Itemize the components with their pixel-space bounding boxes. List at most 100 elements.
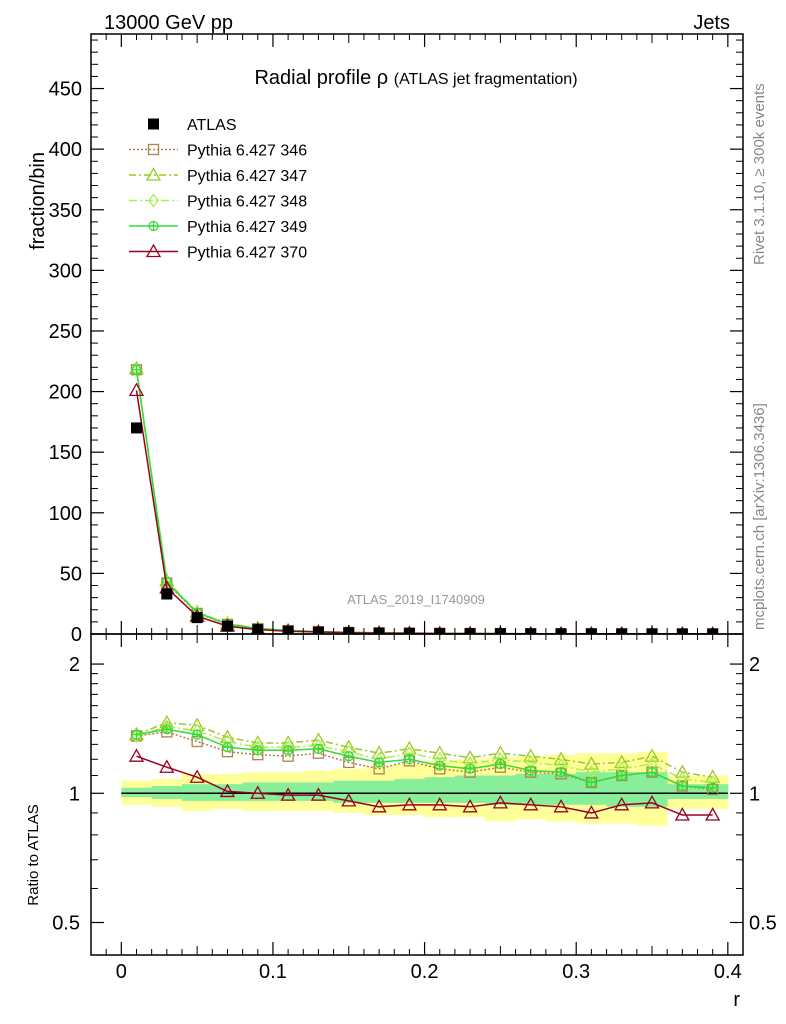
header-left: 13000 GeV pp — [104, 12, 233, 34]
ratio-point-p349 — [677, 780, 688, 792]
legend-entry-p347: Pythia 6.427 347 — [129, 167, 307, 185]
ratio-point-p370 — [432, 796, 448, 811]
main-point-atlas — [161, 588, 173, 600]
ratio-point-p370 — [219, 783, 236, 798]
ratio-point-p347 — [644, 748, 660, 762]
ratio-axis-ticks: 0.5 0.5 1 1 2 2 0 0.1 0.2 0.3 0.4 — [52, 634, 777, 983]
ratio-point-p370 — [280, 787, 296, 801]
ratio-point-p349 — [707, 782, 718, 793]
legend-entry-p348: Pythia 6.427 348 — [129, 193, 307, 211]
x-tick-label: 0.2 — [411, 961, 439, 983]
ratio-point-p370 — [553, 798, 569, 813]
legend-label: Pythia 6.427 348 — [187, 194, 307, 211]
legend-label: Pythia 6.427 346 — [187, 143, 307, 160]
legend-entry-p349: Pythia 6.427 349 — [129, 219, 307, 236]
ratio-point-p347 — [705, 769, 721, 783]
ratio-point-p370 — [644, 795, 660, 809]
main-point-atlas — [130, 422, 142, 434]
ratio-line-p348 — [136, 725, 713, 784]
ratio-point-p349 — [343, 751, 354, 762]
ratio-point-p370 — [523, 796, 539, 811]
main-ytick-label: 200 — [49, 382, 82, 404]
uncertainty-band-stat-bin — [151, 785, 183, 799]
rivet-label: Rivet 3.1.10, ≥ 300k events — [751, 83, 768, 265]
x-tick-label: 0.4 — [714, 961, 742, 983]
legend-marker — [148, 193, 159, 208]
ratio-point-p370 — [250, 785, 266, 799]
ratio-point-p370 — [614, 796, 630, 811]
ratio-series-p349 — [131, 724, 718, 793]
ratio-series-p370 — [128, 748, 721, 821]
ratio-point-p349 — [616, 770, 627, 781]
ratio-point-p349 — [434, 760, 445, 771]
ratio-point-p347 — [614, 754, 630, 769]
ratio-point-p349 — [586, 777, 597, 788]
legend-label: ATLAS — [187, 117, 237, 134]
ratio-point-p370 — [462, 798, 478, 813]
ratio-point-p347 — [583, 756, 599, 770]
ratio-panel: 0.5 0.5 1 1 2 2 0 0.1 0.2 0.3 0.4 Ratio to ATLAS r — [25, 633, 777, 1011]
ratio-point-p349 — [525, 765, 536, 776]
ratio-frame — [90, 633, 744, 956]
legend-marker — [145, 167, 162, 181]
main-ytick-label: 450 — [49, 79, 82, 101]
ratio-point-p370 — [401, 796, 418, 811]
ratio-point-p349 — [161, 724, 172, 735]
legend-label: Pythia 6.427 349 — [187, 219, 307, 236]
ratio-point-p347 — [462, 749, 478, 764]
ratio-point-p347 — [553, 751, 569, 765]
uncertainty-band-stat-bin — [272, 782, 304, 801]
ratio-point-p349 — [404, 754, 415, 765]
main-ytick-label: 250 — [49, 321, 82, 343]
ratio-point-p370 — [492, 795, 509, 809]
ratio-point-p370 — [341, 793, 357, 807]
uncertainty-band-stat-bin — [333, 780, 365, 803]
uncertainty-band-stat-bin — [454, 775, 486, 803]
uncertainty-band-stat-bin — [485, 775, 517, 805]
ratio-point-p349 — [495, 758, 506, 770]
main-ytick-label: 300 — [49, 260, 82, 282]
ratio-point-p349 — [282, 745, 294, 756]
ratio-plot-area — [121, 714, 729, 826]
main-ytick-label: 400 — [49, 139, 82, 161]
main-panel: 0 50 100 150 200 250 300 350 400 450 fraction/bin… — [27, 33, 744, 646]
uncertainty-band-stat-bin — [303, 782, 335, 801]
main-ytick-label: 50 — [60, 563, 82, 585]
legend-marker — [145, 243, 162, 258]
ratio-point-p349 — [555, 767, 567, 778]
main-ytick-label: 100 — [49, 503, 82, 525]
ratio-ylabel: Ratio to ATLAS — [25, 804, 42, 905]
ratio-point-p349 — [646, 767, 658, 778]
ratio-point-p349 — [313, 743, 324, 754]
ratio-ytick-label-right: 1 — [749, 783, 760, 805]
main-point-p348 — [131, 362, 142, 377]
analysis-id: ATLAS_2019_I1740909 — [347, 592, 485, 607]
x-tick-label: 0.1 — [259, 961, 287, 983]
ratio-point-p370 — [310, 787, 327, 801]
ratio-line-p347 — [136, 721, 713, 778]
legend-entry-p346: Pythia 6.427 346 — [129, 143, 307, 160]
mcplots-label: mcplots.cern.ch [arXiv:1306.3436] — [751, 403, 768, 630]
legend-entry-p370: Pythia 6.427 370 — [129, 243, 307, 262]
x-tick-label: 0.3 — [562, 961, 590, 983]
ratio-point-p370 — [159, 759, 175, 773]
uncertainty-band-stat-bin — [394, 778, 426, 803]
ratio-point-p349 — [131, 729, 142, 740]
ratio-point-p347 — [523, 748, 539, 762]
ratio-point-p349 — [222, 742, 233, 753]
uncertainty-band-stat-bin — [515, 773, 547, 805]
ratio-ytick-label: 2 — [69, 654, 80, 676]
uncertainty-band-stat-bin — [242, 782, 274, 801]
header-right: Jets — [693, 12, 730, 34]
legend-label: Pythia 6.427 370 — [187, 245, 307, 262]
main-ylabel: fraction/bin — [27, 152, 49, 250]
ratio-point-p370 — [705, 807, 721, 821]
ratio-point-p349 — [464, 763, 476, 775]
legend-marker — [147, 143, 160, 156]
main-ytick-label: 150 — [49, 442, 82, 464]
legend-marker — [148, 118, 159, 130]
ratio-point-p347 — [674, 764, 690, 778]
main-point-p370 — [128, 382, 145, 397]
main-title: Radial profile ρ (ATLAS jet fragmentatio… — [254, 67, 577, 89]
